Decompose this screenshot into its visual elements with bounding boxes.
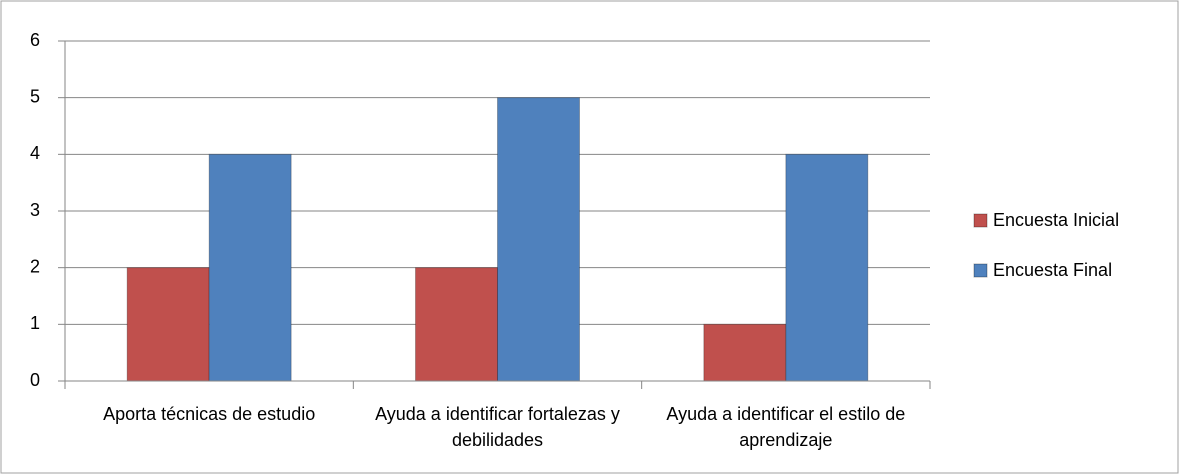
legend-swatch [973, 263, 988, 278]
y-tick-label: 3 [30, 200, 40, 220]
y-tick-label: 6 [30, 30, 40, 50]
bar [703, 323, 787, 382]
bar [126, 267, 210, 382]
bar [208, 153, 292, 382]
x-tick-label: Ayuda a identificar el estilo de aprendi… [666, 404, 906, 450]
y-tick-label: 0 [30, 370, 40, 390]
bar [785, 153, 869, 382]
y-tick-label: 5 [30, 86, 40, 106]
y-tick-label: 2 [30, 256, 40, 276]
bar [415, 267, 498, 382]
x-tick-label: Ayuda a identificar fortalezas y debilid… [375, 404, 620, 450]
legend-swatch [973, 213, 988, 228]
x-tick-label: Aporta técnicas de estudio [103, 404, 316, 424]
legend-label: Encuesta Inicial [993, 210, 1119, 230]
legend-label: Encuesta Final [993, 260, 1112, 280]
bar [497, 97, 580, 382]
y-tick-label: 1 [30, 313, 40, 333]
y-tick-label: 4 [30, 143, 40, 163]
